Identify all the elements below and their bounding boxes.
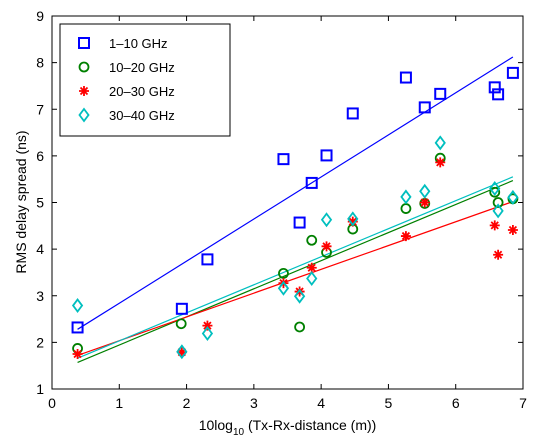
data-point-star bbox=[176, 347, 187, 358]
data-point-square bbox=[418, 101, 431, 114]
data-point-square bbox=[71, 321, 84, 334]
data-point-star bbox=[435, 157, 446, 168]
x-tick-label: 6 bbox=[452, 395, 460, 411]
data-point-square bbox=[175, 302, 188, 315]
data-point-diamond bbox=[419, 183, 431, 199]
fit-line bbox=[77, 201, 514, 356]
data-point-circle bbox=[306, 234, 318, 246]
data-point-circle bbox=[175, 318, 187, 330]
x-tick-label: 0 bbox=[48, 395, 56, 411]
data-point-star bbox=[72, 349, 83, 360]
data-point-star bbox=[489, 220, 500, 231]
y-tick-label: 9 bbox=[36, 8, 44, 24]
y-tick-label: 5 bbox=[36, 195, 44, 211]
x-axis-title: 10log10 (Tx-Rx-distance (m)) bbox=[199, 417, 377, 438]
y-tick-label: 6 bbox=[36, 148, 44, 164]
legend-label: 20–30 GHz bbox=[109, 84, 175, 99]
x-axis-title-subscript: 10 bbox=[233, 427, 245, 438]
legend-label: 1–10 GHz bbox=[109, 36, 168, 51]
x-tick-label: 5 bbox=[385, 395, 393, 411]
x-tick-label: 1 bbox=[115, 395, 123, 411]
data-point-star bbox=[493, 249, 504, 260]
y-tick-label: 8 bbox=[36, 55, 44, 71]
data-point-diamond bbox=[489, 181, 501, 197]
y-tick-label: 7 bbox=[36, 101, 44, 117]
legend-label: 10–20 GHz bbox=[109, 60, 175, 75]
data-point-square bbox=[277, 153, 290, 166]
y-tick-label: 2 bbox=[36, 334, 44, 350]
data-point-diamond bbox=[400, 189, 412, 205]
data-point-star bbox=[202, 320, 213, 331]
data-point-square bbox=[305, 176, 318, 189]
fit-line bbox=[77, 56, 514, 330]
fit-lines bbox=[77, 56, 514, 363]
data-point-diamond bbox=[201, 326, 214, 342]
y-axis-title: RMS delay spread (ns) bbox=[13, 130, 29, 273]
data-point-diamond bbox=[492, 203, 504, 219]
fit-line bbox=[77, 180, 514, 363]
data-point-square bbox=[320, 149, 333, 162]
data-point-circle bbox=[278, 267, 289, 279]
x-tick-label: 4 bbox=[317, 395, 325, 411]
legend-marker-star bbox=[79, 86, 89, 96]
data-point-diamond bbox=[347, 211, 359, 227]
x-tick-label: 3 bbox=[250, 395, 258, 411]
legend-label: 30–40 GHz bbox=[109, 108, 175, 123]
legend-marker-square bbox=[78, 37, 90, 49]
data-point-square bbox=[399, 71, 412, 84]
data-point-square bbox=[434, 87, 447, 100]
data-point-circle bbox=[294, 321, 306, 333]
data-point-square bbox=[293, 216, 306, 229]
data-point-diamond bbox=[306, 270, 318, 286]
data-point-square bbox=[488, 81, 501, 94]
data-point-square bbox=[492, 88, 505, 101]
data-point-square bbox=[346, 107, 359, 120]
data-point-square bbox=[201, 253, 214, 266]
data-point-diamond bbox=[320, 212, 333, 228]
data-point-circle bbox=[489, 186, 501, 198]
y-tick-label: 4 bbox=[36, 241, 44, 257]
data-point-diamond bbox=[71, 298, 84, 314]
data-point-star bbox=[419, 197, 430, 208]
data-point-star bbox=[321, 241, 332, 252]
data-point-diamond bbox=[293, 288, 306, 304]
data-point-circle bbox=[492, 197, 504, 208]
data-point-star bbox=[507, 225, 518, 236]
data-point-diamond bbox=[507, 189, 519, 205]
x-tick-label: 2 bbox=[183, 395, 191, 411]
data-point-diamond bbox=[277, 280, 290, 296]
y-tick-label: 1 bbox=[36, 381, 44, 397]
data-markers bbox=[71, 66, 519, 360]
data-point-square bbox=[506, 66, 519, 79]
data-point-star bbox=[400, 231, 411, 242]
data-point-diamond bbox=[176, 344, 188, 360]
x-tick-label: 7 bbox=[519, 395, 527, 411]
legend-marker-diamond bbox=[78, 107, 90, 123]
data-point-star bbox=[306, 262, 317, 273]
fit-line bbox=[77, 176, 514, 359]
legend: 1–10 GHz 10–20 GHz 20–30 GHz 30–40 GHz bbox=[59, 23, 231, 137]
y-tick-label: 3 bbox=[36, 288, 44, 304]
legend-marker-circle bbox=[78, 61, 90, 73]
data-point-diamond bbox=[434, 135, 446, 151]
data-point-star bbox=[347, 216, 358, 227]
